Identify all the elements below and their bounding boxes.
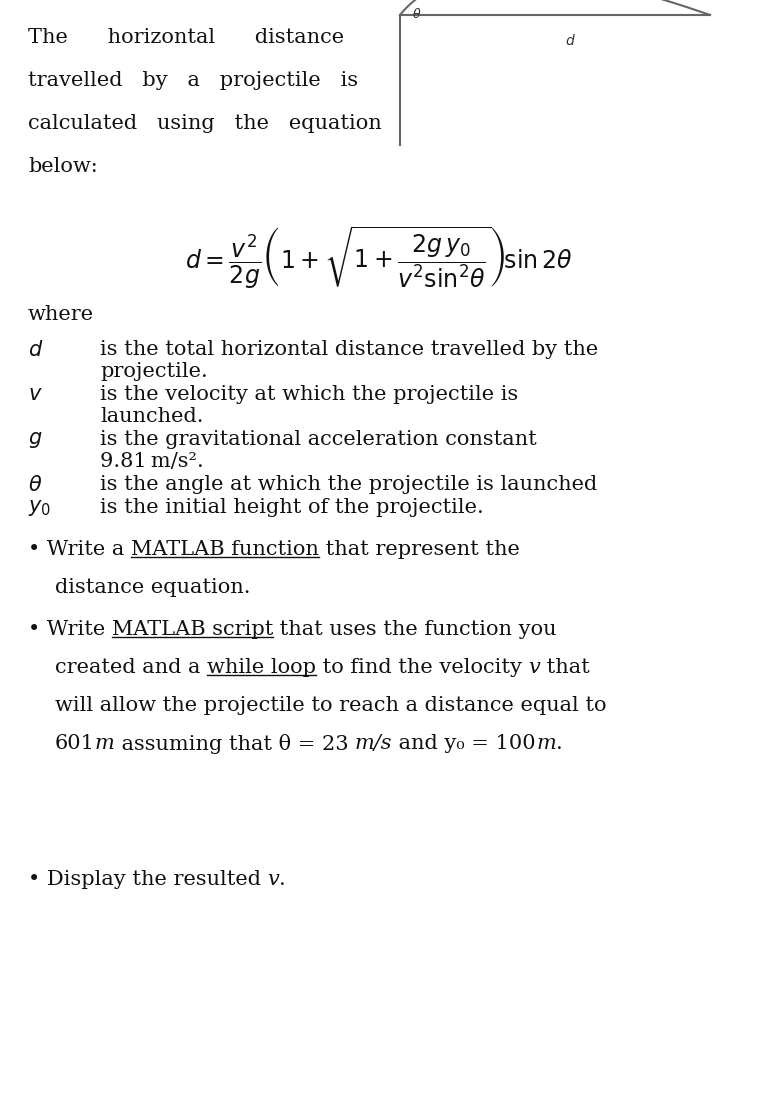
- Text: is the initial height of the projectile.: is the initial height of the projectile.: [100, 498, 484, 517]
- Text: v: v: [528, 658, 540, 677]
- Text: is the velocity at which the projectile is: is the velocity at which the projectile …: [100, 385, 518, 404]
- Text: where: where: [28, 305, 94, 324]
- Text: is the gravitational acceleration constant: is the gravitational acceleration consta…: [100, 430, 537, 449]
- Text: $\theta$: $\theta$: [28, 475, 42, 495]
- Text: will allow the projectile to reach a distance equal to: will allow the projectile to reach a dis…: [55, 696, 606, 715]
- Text: created and a: created and a: [55, 658, 207, 677]
- Text: assuming that θ = 23: assuming that θ = 23: [114, 734, 355, 754]
- Text: launched.: launched.: [100, 407, 203, 426]
- Text: $v$: $v$: [28, 385, 42, 404]
- Text: travelled   by   a   projectile   is: travelled by a projectile is: [28, 71, 358, 90]
- Text: is the total horizontal distance travelled by the: is the total horizontal distance travell…: [100, 340, 598, 359]
- Text: $d$: $d$: [28, 340, 43, 360]
- Text: that represent the: that represent the: [319, 540, 520, 559]
- Text: $\theta$: $\theta$: [412, 7, 421, 21]
- Text: The      horizontal      distance: The horizontal distance: [28, 28, 344, 47]
- Text: .: .: [280, 870, 286, 889]
- Text: m: m: [95, 734, 114, 753]
- Text: while loop: while loop: [207, 658, 316, 677]
- Text: 9.81 m/s².: 9.81 m/s².: [100, 453, 204, 471]
- Text: • Write a: • Write a: [28, 540, 131, 559]
- Text: distance equation.: distance equation.: [55, 578, 250, 597]
- Text: $d$: $d$: [565, 33, 576, 48]
- Text: projectile.: projectile.: [100, 362, 208, 381]
- Text: to find the velocity: to find the velocity: [316, 658, 528, 677]
- Text: $d = \dfrac{v^2}{2g}\left(1 + \sqrt{1 + \dfrac{2g\,y_0}{v^2\sin^2\!\theta}}\righ: $d = \dfrac{v^2}{2g}\left(1 + \sqrt{1 + …: [185, 225, 573, 291]
- Text: MATLAB function: MATLAB function: [131, 540, 319, 559]
- Text: m: m: [536, 734, 556, 753]
- Text: • Display the resulted: • Display the resulted: [28, 870, 268, 889]
- Text: MATLAB script: MATLAB script: [112, 620, 273, 639]
- Text: that: that: [540, 658, 590, 677]
- Text: $y_0$: $y_0$: [28, 498, 52, 518]
- Text: m/s: m/s: [355, 734, 393, 753]
- Text: is the angle at which the projectile is launched: is the angle at which the projectile is …: [100, 475, 597, 494]
- Text: that uses the function you: that uses the function you: [273, 620, 556, 639]
- Text: v: v: [268, 870, 280, 889]
- Text: 601: 601: [55, 734, 95, 753]
- Text: below:: below:: [28, 157, 98, 176]
- Text: .: .: [556, 734, 562, 753]
- Text: and y₀ = 100: and y₀ = 100: [393, 734, 536, 753]
- Text: calculated   using   the   equation: calculated using the equation: [28, 114, 382, 133]
- Text: • Write: • Write: [28, 620, 112, 639]
- Text: $g$: $g$: [28, 430, 42, 450]
